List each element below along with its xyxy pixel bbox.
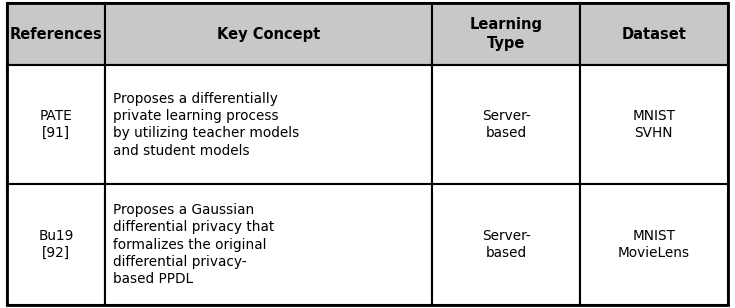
Bar xyxy=(432,65,580,184)
Bar xyxy=(432,3,580,65)
Text: Server-
based: Server- based xyxy=(481,229,531,260)
Bar xyxy=(7,184,104,305)
Text: Proposes a differentially
private learning process
by utilizing teacher models
a: Proposes a differentially private learni… xyxy=(113,91,300,157)
Text: Server-
based: Server- based xyxy=(481,109,531,140)
Bar xyxy=(7,65,104,184)
Text: PATE
[91]: PATE [91] xyxy=(40,109,72,140)
Text: Dataset: Dataset xyxy=(621,26,686,42)
Text: MNIST
MovieLens: MNIST MovieLens xyxy=(617,229,690,260)
Text: References: References xyxy=(10,26,102,42)
Text: MNIST
SVHN: MNIST SVHN xyxy=(632,109,675,140)
Bar xyxy=(432,184,580,305)
Text: Key Concept: Key Concept xyxy=(217,26,320,42)
Text: Learning
Type: Learning Type xyxy=(470,17,542,51)
Bar xyxy=(104,184,432,305)
Text: Bu19
[92]: Bu19 [92] xyxy=(38,229,74,260)
Bar xyxy=(104,3,432,65)
Text: Proposes a Gaussian
differential privacy that
formalizes the original
differenti: Proposes a Gaussian differential privacy… xyxy=(113,203,275,286)
Bar xyxy=(104,65,432,184)
Bar xyxy=(580,3,728,65)
Bar xyxy=(580,184,728,305)
Bar xyxy=(580,65,728,184)
Bar xyxy=(7,3,104,65)
